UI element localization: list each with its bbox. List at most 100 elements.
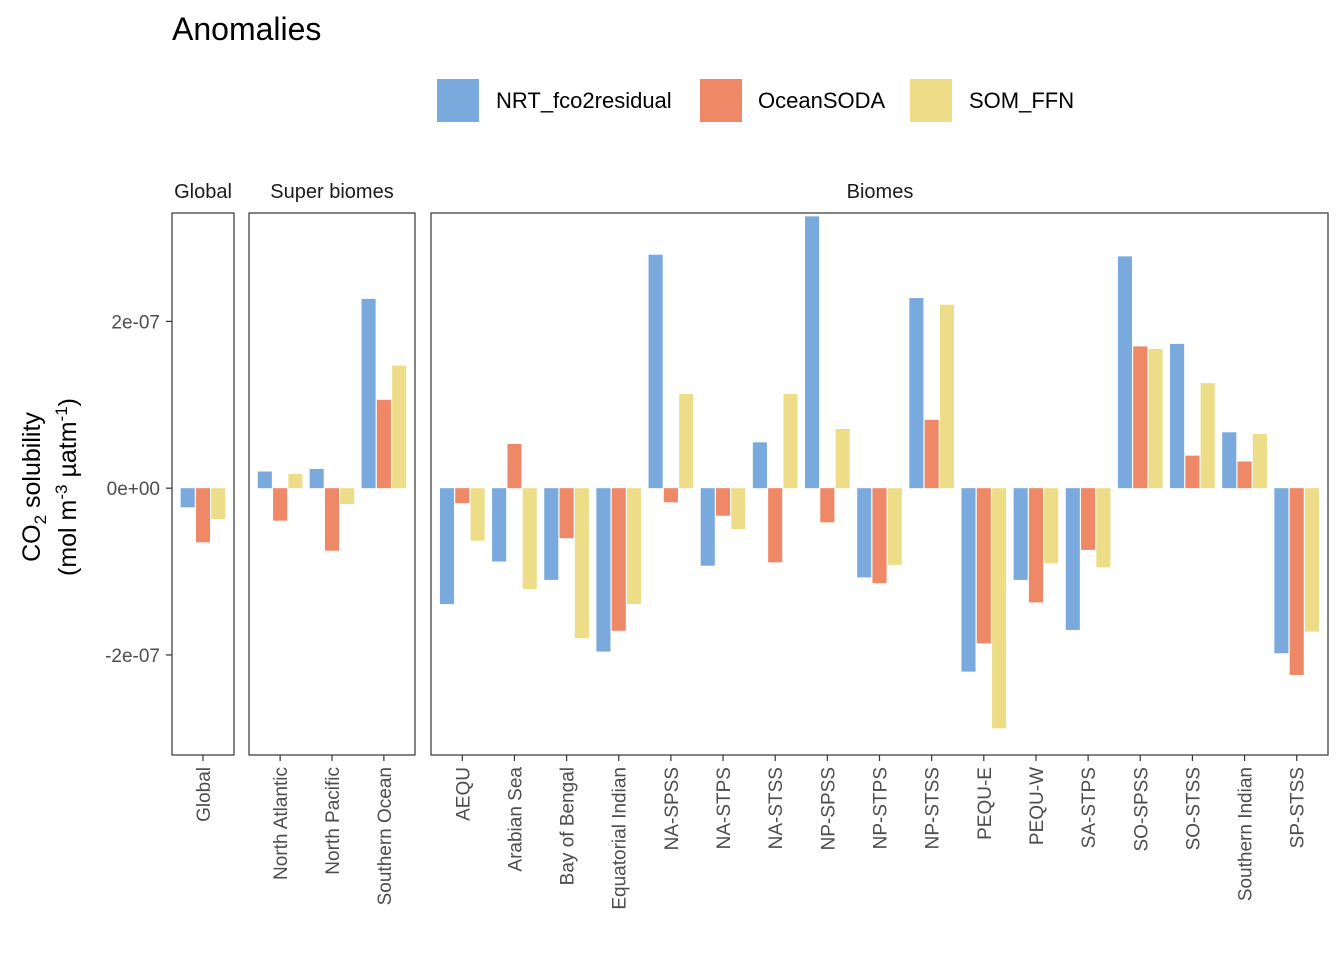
bar-sa-stps-nrt-fco2residual	[1065, 488, 1080, 630]
x-tick-label: NP-STPS	[871, 767, 892, 849]
bar-global-oceansoda	[195, 488, 211, 543]
bar-sp-stss-som-ffn	[1304, 488, 1320, 632]
x-tick-label: NA-STSS	[766, 767, 787, 849]
bar-north-atlantic-oceansoda	[273, 488, 288, 521]
bar-southern-indian-oceansoda	[1237, 461, 1252, 489]
legend-entry-oceansoda: OceanSODA	[700, 79, 885, 122]
bar-sp-stss-oceansoda	[1289, 488, 1304, 675]
bar-so-stss-oceansoda	[1185, 455, 1200, 489]
bar-bay-of-bengal-oceansoda	[559, 488, 574, 539]
x-tick-label: NA-STPS	[714, 767, 735, 849]
bar-pequ-w-som-ffn	[1044, 488, 1059, 564]
y-axis-title: CO2 solubility	[18, 412, 50, 562]
legend-label: NRT_fco2residual	[496, 88, 672, 113]
x-tick-label: Arabian Sea	[505, 767, 526, 872]
bar-so-spss-oceansoda	[1133, 346, 1148, 489]
bar-north-atlantic-nrt-fco2residual	[257, 471, 272, 489]
bar-equatorial-indian-oceansoda	[611, 488, 626, 631]
x-tick-label: NP-SPSS	[818, 767, 839, 850]
bar-southern-indian-nrt-fco2residual	[1222, 432, 1237, 489]
legend-entry-nrt-fco2residual: NRT_fco2residual	[437, 79, 672, 122]
y-axis: 2e-07 0e+00 -2e-07	[105, 312, 172, 667]
panel-border	[248, 212, 416, 756]
bar-na-stss-som-ffn	[783, 393, 798, 489]
bar-na-stss-oceansoda	[768, 488, 783, 563]
bar-southern-ocean-som-ffn	[392, 365, 407, 489]
x-tick-label: SA-STPS	[1079, 767, 1100, 848]
bar-southern-indian-som-ffn	[1252, 433, 1267, 489]
bar-so-spss-nrt-fco2residual	[1117, 256, 1133, 489]
panel-border	[430, 212, 1329, 756]
panel-global: Global Global	[171, 181, 235, 822]
bar-na-stss-nrt-fco2residual	[752, 442, 767, 489]
x-tick-label: SO-STSS	[1183, 767, 1204, 850]
bar-bay-of-bengal-som-ffn	[574, 488, 589, 639]
chart-title: Anomalies	[172, 11, 321, 47]
bar-pequ-w-oceansoda	[1028, 488, 1044, 603]
legend-swatch	[700, 79, 742, 122]
bar-equatorial-indian-nrt-fco2residual	[596, 488, 611, 652]
x-tick-label: Southern Indian	[1236, 767, 1257, 901]
bar-sa-stps-som-ffn	[1096, 488, 1111, 568]
x-tick-label: Southern Ocean	[375, 767, 396, 905]
bar-pequ-e-nrt-fco2residual	[961, 488, 976, 672]
bar-aequ-nrt-fco2residual	[439, 488, 455, 605]
bar-so-spss-som-ffn	[1148, 348, 1163, 489]
legend: NRT_fco2residual OceanSODA SOM_FFN	[437, 79, 1074, 122]
legend-swatch	[910, 79, 952, 122]
bar-equatorial-indian-som-ffn	[626, 488, 642, 605]
y-tick-label: 2e-07	[111, 312, 160, 333]
panels: Global Global Super biomes North Atlantic No…	[171, 181, 1329, 910]
x-tick-label: PEQU-W	[1027, 767, 1048, 845]
x-tick-label: Bay of Bengal	[558, 767, 579, 885]
bar-np-stss-oceansoda	[924, 419, 939, 489]
x-tick-label: Global	[194, 767, 215, 822]
x-tick-label: SO-SPSS	[1131, 767, 1152, 851]
bar-southern-ocean-nrt-fco2residual	[361, 298, 376, 489]
panel-border	[171, 212, 235, 756]
bar-np-spss-nrt-fco2residual	[804, 216, 820, 489]
bar-arabian-sea-oceansoda	[507, 443, 522, 489]
legend-label: SOM_FFN	[969, 88, 1074, 113]
x-tick-label: AEQU	[453, 767, 474, 821]
bar-np-spss-som-ffn	[835, 428, 850, 489]
bar-arabian-sea-nrt-fco2residual	[492, 488, 507, 562]
x-tick-label: PEQU-E	[975, 767, 996, 840]
bar-north-atlantic-som-ffn	[288, 473, 303, 489]
bar-arabian-sea-som-ffn	[522, 488, 537, 590]
bar-north-pacific-som-ffn	[340, 488, 355, 505]
legend-label: OceanSODA	[758, 88, 885, 113]
bar-np-stps-oceansoda	[872, 488, 887, 584]
bar-so-stss-nrt-fco2residual	[1170, 343, 1185, 489]
bar-aequ-oceansoda	[455, 488, 470, 504]
bar-global-som-ffn	[211, 488, 226, 520]
facet-label: Biomes	[847, 181, 914, 203]
legend-swatch	[437, 79, 479, 122]
bar-np-spss-oceansoda	[820, 488, 835, 523]
bar-southern-ocean-oceansoda	[376, 399, 391, 489]
bar-north-pacific-nrt-fco2residual	[309, 468, 324, 489]
bar-np-stps-nrt-fco2residual	[857, 488, 872, 578]
bar-na-stps-som-ffn	[731, 488, 746, 530]
bar-np-stps-som-ffn	[887, 488, 902, 565]
x-tick-label: NP-STSS	[923, 767, 944, 849]
y-axis-unit: (mol m-3 µatm-1)	[52, 398, 82, 576]
bar-na-stps-nrt-fco2residual	[700, 488, 715, 566]
x-tick-label: North Atlantic	[271, 767, 292, 880]
facet-label: Global	[174, 181, 232, 203]
bar-sp-stss-nrt-fco2residual	[1274, 488, 1289, 654]
bar-pequ-w-nrt-fco2residual	[1013, 488, 1028, 580]
bar-bay-of-bengal-nrt-fco2residual	[544, 488, 559, 580]
bar-aequ-som-ffn	[470, 488, 485, 541]
bar-global-nrt-fco2residual	[180, 488, 195, 508]
bar-north-pacific-oceansoda	[324, 488, 340, 551]
bar-np-stss-nrt-fco2residual	[909, 298, 924, 489]
bar-so-stss-som-ffn	[1200, 383, 1215, 489]
bar-sa-stps-oceansoda	[1081, 488, 1096, 550]
x-tick-label: SP-STSS	[1288, 767, 1309, 848]
panel-biomes: Biomes AEQU Arabian Sea Bay of Bengal Equato…	[430, 181, 1329, 910]
bar-na-spss-nrt-fco2residual	[648, 254, 663, 489]
bar-pequ-e-som-ffn	[992, 488, 1007, 729]
bar-na-stps-oceansoda	[715, 488, 731, 516]
